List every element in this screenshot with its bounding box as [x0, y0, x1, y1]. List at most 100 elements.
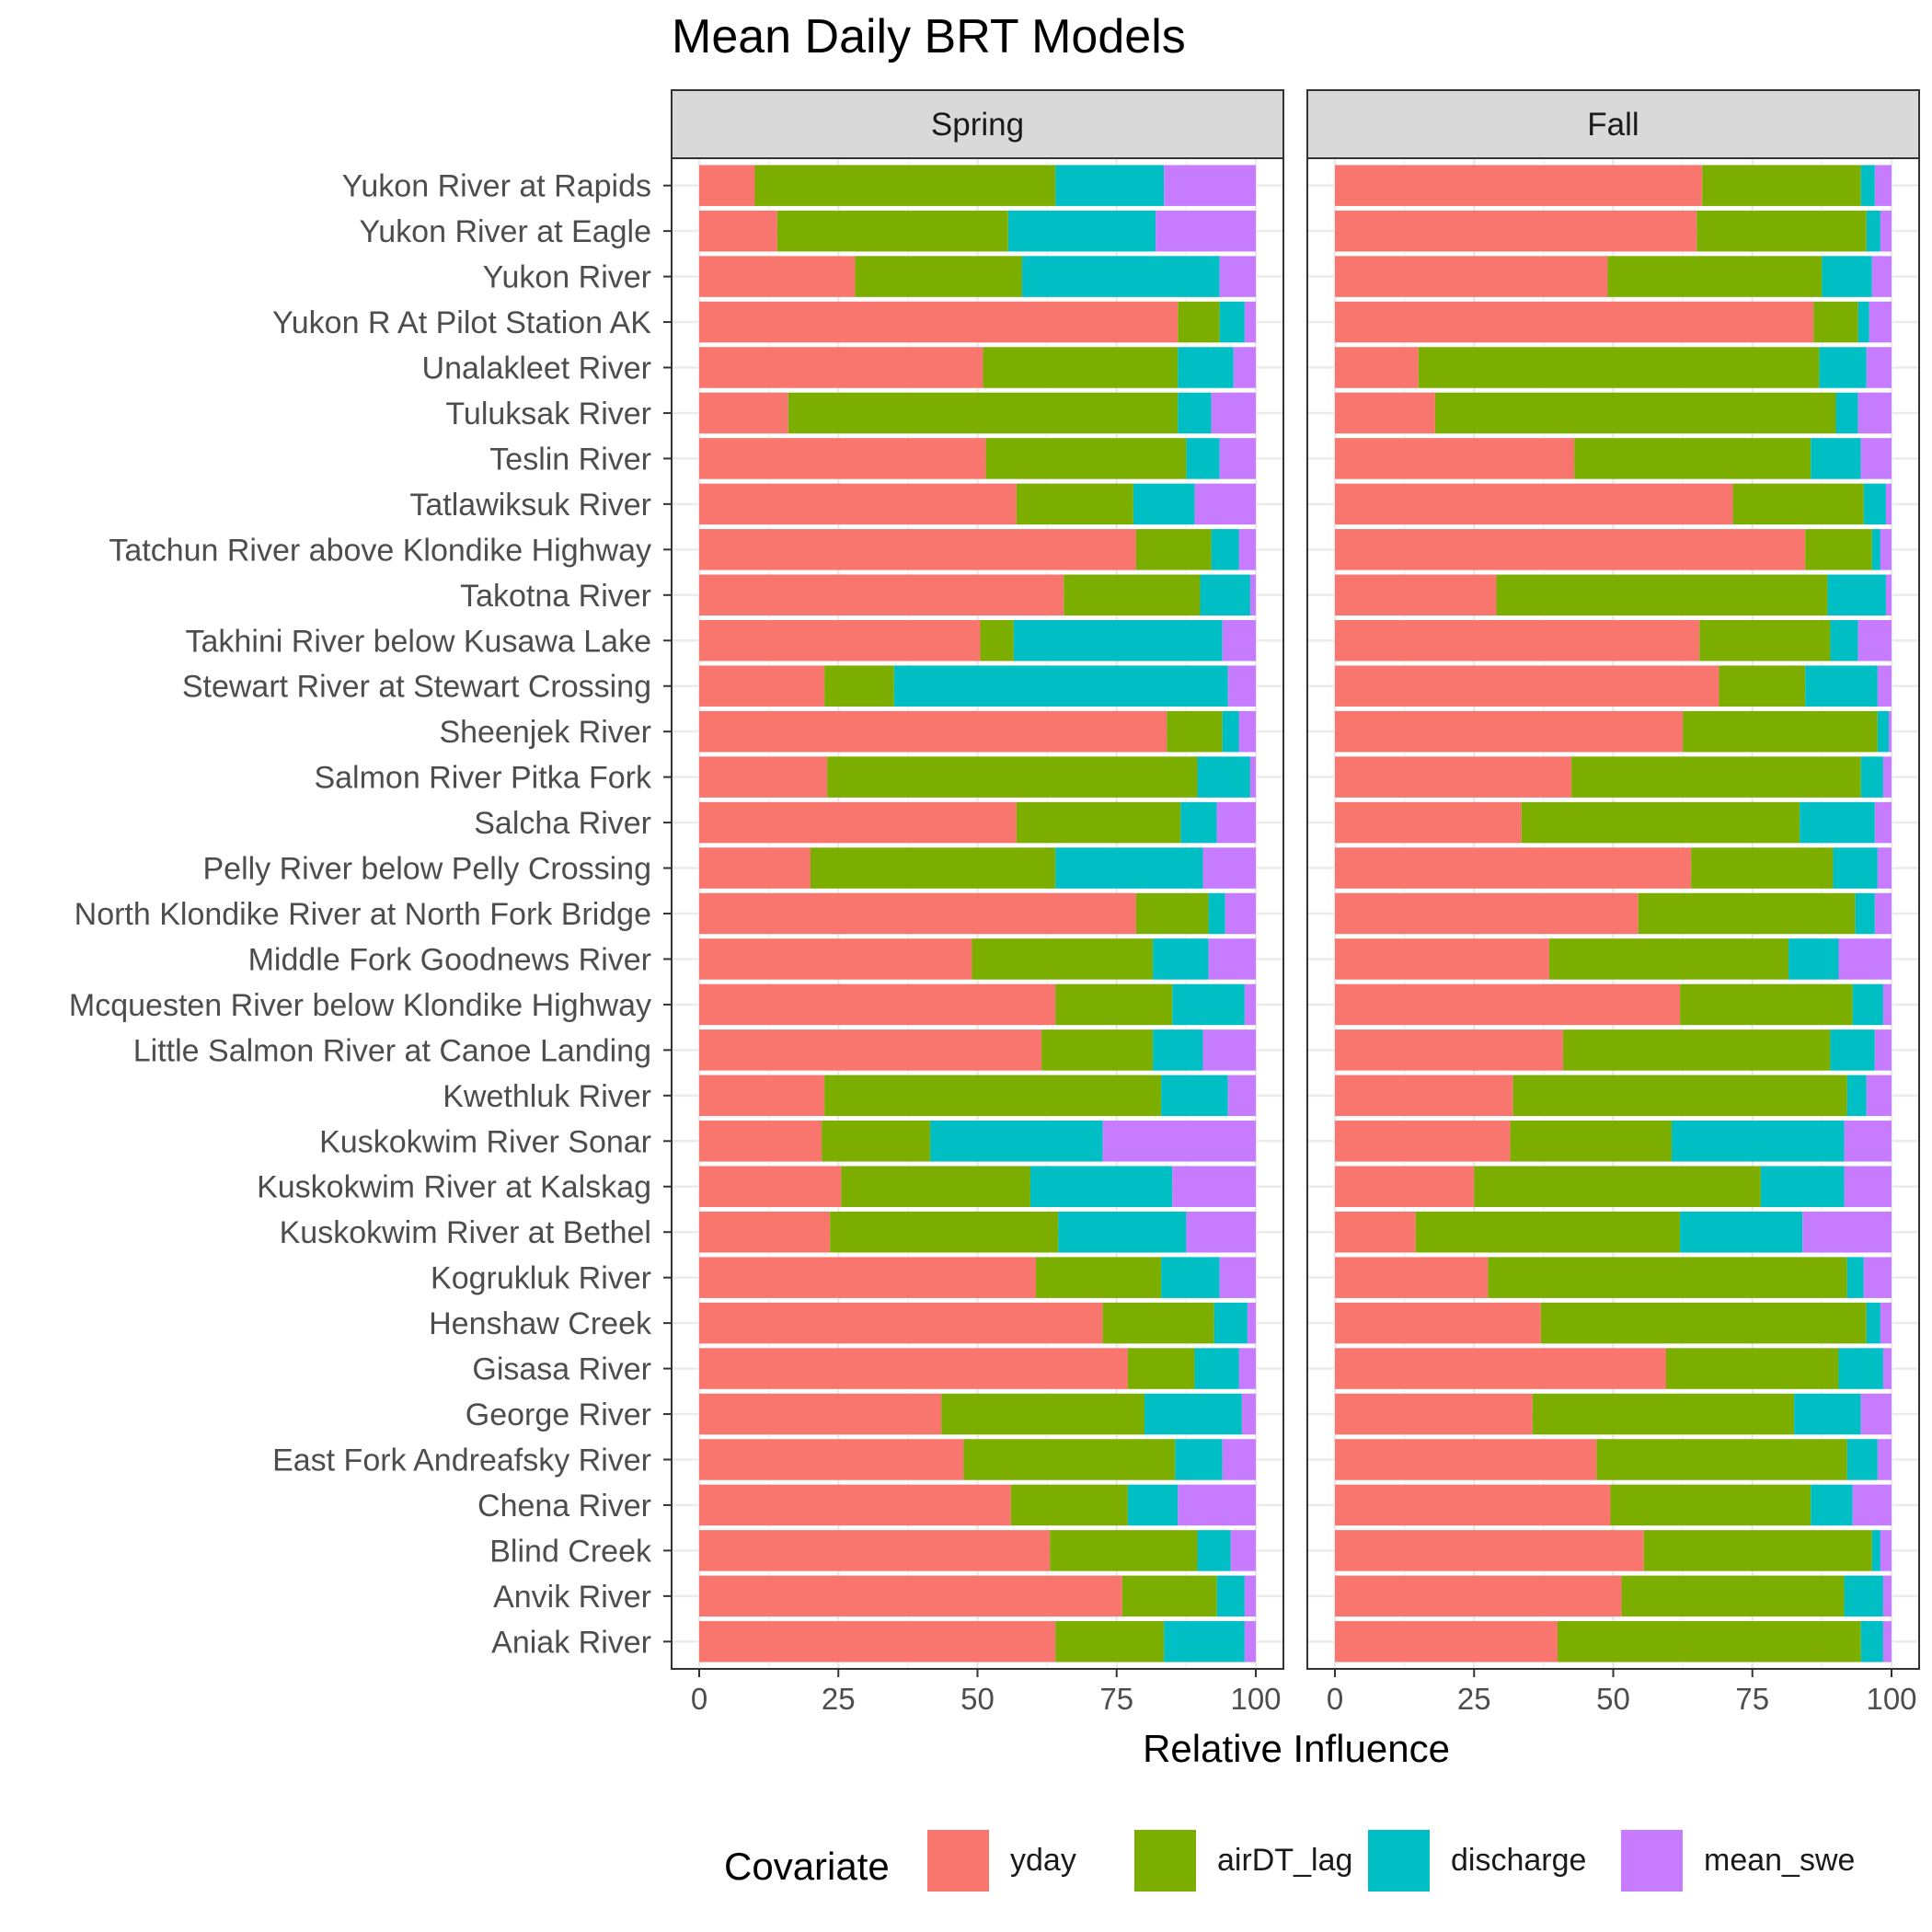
panel-strip [1306, 89, 1920, 159]
bar-discharge [1822, 256, 1872, 297]
bar-discharge [1178, 347, 1234, 388]
bar-airdt-lag [1102, 1302, 1214, 1344]
bar-discharge [1846, 1257, 1864, 1298]
bar-airdt-lag [1178, 301, 1220, 343]
bar-discharge [1846, 1439, 1878, 1480]
bar-airdt-lag [1699, 619, 1831, 661]
bar-mean-swe [1866, 347, 1892, 388]
bar-discharge [1197, 1530, 1231, 1571]
bar-yday [1335, 1211, 1416, 1253]
panel-strip-label: Spring [931, 107, 1024, 143]
bar-yday [699, 892, 1136, 935]
bar-yday [699, 165, 755, 206]
bar-yday [1335, 210, 1697, 252]
y-tick-label: Unalakleet River [422, 351, 651, 386]
bar-mean-swe [1249, 574, 1256, 616]
y-tick-label: Salmon River Pitka Fork [314, 761, 652, 796]
bar-discharge [1871, 529, 1880, 570]
bar-discharge [1127, 1484, 1179, 1526]
bar-discharge [1178, 392, 1212, 434]
bar-discharge [1213, 1302, 1248, 1344]
bar-airdt-lag [1574, 438, 1811, 479]
y-tick-label: Yukon River [483, 260, 651, 295]
bar-mean-swe [1202, 847, 1256, 889]
bar-yday [699, 574, 1064, 616]
bar-discharge [1860, 1621, 1883, 1662]
bar-yday [1335, 1166, 1475, 1208]
bar-airdt-lag [1540, 1302, 1867, 1344]
bar-airdt-lag [1036, 1257, 1162, 1298]
bar-airdt-lag [1732, 483, 1864, 525]
bar-yday [699, 210, 777, 252]
x-tick-label: 0 [691, 1682, 707, 1716]
bar-mean-swe [1877, 1439, 1892, 1480]
bar-mean-swe [1249, 756, 1256, 798]
bar-airdt-lag [1683, 710, 1878, 753]
bar-discharge [1788, 938, 1839, 980]
bar-discharge [1029, 1166, 1173, 1208]
y-tick-label: Stewart River at Stewart Crossing [182, 670, 651, 705]
bar-mean-swe [1882, 983, 1892, 1026]
bar-mean-swe [1238, 529, 1256, 570]
bar-airdt-lag [963, 1439, 1176, 1480]
bar-yday [699, 1302, 1103, 1344]
bar-yday [1335, 1029, 1564, 1071]
y-tick-label: Aniak River [491, 1625, 651, 1660]
bar-yday [1335, 1075, 1513, 1117]
bar-airdt-lag [1621, 1575, 1845, 1617]
panels: Spring 0 25 50 75 100 Fall 0 25 50 75 100 [671, 89, 1920, 1716]
bar-mean-swe [1882, 1575, 1892, 1617]
bar-yday [1335, 392, 1435, 434]
x-tick-label: 25 [1457, 1682, 1491, 1716]
bar-yday [1335, 1302, 1541, 1344]
bar-mean-swe [1222, 1439, 1256, 1480]
legend-label: airDT_lag [1217, 1843, 1352, 1878]
bar-mean-swe [1216, 801, 1256, 844]
bar-yday [699, 1121, 822, 1162]
bar-mean-swe [1219, 438, 1256, 479]
bar-airdt-lag [972, 938, 1154, 980]
x-tick-label: 100 [1230, 1682, 1281, 1716]
bar-discharge [1871, 1530, 1880, 1571]
bar-discharge [1811, 1484, 1853, 1526]
bar-airdt-lag [1488, 1257, 1847, 1298]
bar-yday [699, 1348, 1128, 1389]
bar-mean-swe [1178, 1484, 1256, 1526]
bar-airdt-lag [1813, 301, 1858, 343]
legend-key-airdt-lag [1134, 1830, 1196, 1892]
y-tick-label: Teslin River [489, 442, 651, 477]
bar-yday [1335, 256, 1608, 297]
bar-mean-swe [1164, 165, 1256, 206]
bar-mean-swe [1186, 1211, 1256, 1253]
bar-discharge [1186, 438, 1220, 479]
y-tick-label: Salcha River [474, 806, 651, 841]
y-tick-label: George River [466, 1397, 651, 1432]
bar-airdt-lag [1127, 1348, 1195, 1389]
bar-mean-swe [1225, 892, 1256, 935]
bar-airdt-lag [1016, 801, 1181, 844]
legend-key-yday [927, 1830, 989, 1892]
bar-discharge [1133, 483, 1195, 525]
bar-mean-swe [1844, 1121, 1892, 1162]
bar-airdt-lag [1418, 347, 1820, 388]
y-tick-label: Yukon R At Pilot Station AK [272, 305, 651, 340]
bar-mean-swe [1238, 1348, 1256, 1389]
bar-airdt-lag [1805, 529, 1872, 570]
bar-discharge [1866, 210, 1880, 252]
y-tick-label: Chena River [477, 1489, 651, 1524]
y-tick-label: Tatchun River above Klondike Highway [109, 533, 651, 568]
bar-yday [699, 1393, 942, 1435]
bar-discharge [1833, 847, 1878, 889]
bar-airdt-lag [1121, 1575, 1217, 1617]
bar-mean-swe [1869, 301, 1892, 343]
bar-airdt-lag [1512, 1075, 1847, 1117]
bar-yday [1335, 847, 1692, 889]
bar-mean-swe [1156, 210, 1256, 252]
bar-discharge [1153, 1029, 1203, 1071]
bar-mean-swe [1208, 938, 1256, 980]
bar-airdt-lag [824, 1075, 1162, 1117]
y-tick-label: North Klondike River at North Fork Bridg… [75, 897, 651, 932]
bar-airdt-lag [776, 210, 1008, 252]
y-tick-label: East Fork Andreafsky River [272, 1443, 651, 1478]
bar-yday [699, 1439, 964, 1480]
